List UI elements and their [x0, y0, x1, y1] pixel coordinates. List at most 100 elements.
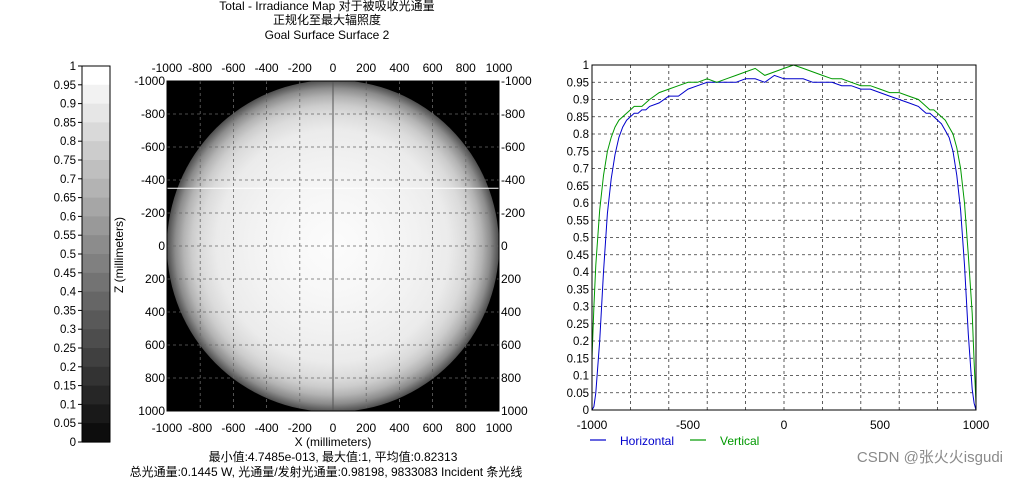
colorbar-tick-label: 0.4 — [60, 287, 77, 299]
stats-line-total-flux: 总光通量:0.1445 W, 光通量/发射光通量:0.98198, 983308… — [130, 464, 523, 478]
profile-y-tick-label: 0.6 — [573, 198, 589, 210]
map-x-tick-label-top: -600 — [221, 61, 245, 75]
map-x-tick-label-bottom: -200 — [288, 421, 312, 435]
profile-y-tick-label: 0.1 — [573, 371, 589, 383]
colorbar-step — [82, 216, 110, 236]
profile-y-tick-label: 0.5 — [573, 233, 589, 245]
colorbar-tick-label: 0.65 — [54, 193, 76, 205]
map-tick-labels: -1000-1000-800-800-600-600-400-400-200-2… — [134, 61, 532, 435]
colorbar-tick-label: 0.55 — [54, 230, 76, 242]
map-y-tick-label-left: -600 — [141, 140, 165, 154]
colorbar-step — [82, 197, 110, 217]
colorbar-tick-label: 0.35 — [54, 305, 76, 317]
profile-y-tick-label: 0.45 — [567, 250, 589, 262]
map-x-tick-label-bottom: 400 — [389, 421, 409, 435]
profile-x-tick-label: 1000 — [963, 418, 990, 432]
colorbar-step — [82, 366, 110, 387]
colorbar-step — [82, 310, 110, 330]
map-x-tick-label-top: 1000 — [486, 61, 513, 75]
colorbar-tick-label: 0.95 — [54, 80, 76, 92]
series-line-vertical — [591, 64, 977, 404]
profile-y-tick-label: 0.3 — [573, 302, 589, 314]
map-y-tick-label-left: -800 — [141, 107, 165, 121]
profile-legend: Horizontal Vertical — [590, 434, 759, 448]
map-x-tick-label-top: 0 — [330, 61, 337, 75]
colorbar-step — [82, 291, 110, 311]
colorbar-tick-label: 0.25 — [54, 343, 76, 355]
profile-frame — [591, 64, 977, 411]
map-y-tick-label-left: 600 — [145, 338, 165, 352]
map-y-tick-label-right: -1000 — [501, 74, 532, 88]
profile-y-tick-label: 0.2 — [573, 336, 589, 348]
colorbar-tick-label: 0.05 — [54, 418, 76, 430]
colorbar-steps: 1 0.95 0.9 0.85 0.8 0.75 0.7 0.65 0.6 0.55 0.5 0.45… — [54, 61, 111, 449]
figure-title: Total - Irradiance Map 对于被吸收光通量 — [219, 0, 434, 13]
figure-subtitle-surface: Goal Surface Surface 2 — [265, 28, 390, 42]
colorbar-tick-label: 0.7 — [60, 174, 76, 186]
map-x-tick-label-top: -400 — [255, 61, 279, 75]
profile-y-tick-label: 0.95 — [567, 77, 589, 89]
map-y-tick-label-right: 600 — [501, 338, 521, 352]
colorbar-tick-label: 1 — [70, 61, 76, 73]
map-frame — [166, 80, 500, 412]
colorbar-step — [82, 423, 110, 443]
colorbar-tick-label: 0.8 — [60, 136, 76, 148]
map-x-tick-label-bottom: -800 — [188, 421, 212, 435]
colorbar-step — [82, 122, 110, 142]
colorbar-tick-label: 0.2 — [60, 362, 76, 374]
colorbar-step — [82, 141, 110, 161]
profile-y-tick-label: 0.9 — [573, 95, 589, 107]
colorbar-step — [82, 160, 110, 180]
map-x-tick-label-bottom: 0 — [330, 421, 337, 435]
profile-y-tick-label: 0.65 — [567, 181, 589, 193]
profile-x-tick-label: 500 — [870, 418, 890, 432]
colorbar-step — [82, 178, 110, 199]
map-x-tick-label-top: -800 — [188, 61, 212, 75]
map-y-tick-label-right: -600 — [501, 140, 525, 154]
colorbar-tick-label: 0 — [70, 437, 76, 449]
map-x-tick-label-bottom: -600 — [221, 421, 245, 435]
profile-x-tick-label: -1000 — [577, 418, 608, 432]
legend-label-horizontal: Horizontal — [620, 434, 674, 448]
series-line-horizontal — [591, 74, 977, 411]
map-y-tick-label-right: -800 — [501, 107, 525, 121]
map-x-tick-label-bottom: 200 — [356, 421, 376, 435]
map-x-tick-label-bottom: -400 — [255, 421, 279, 435]
profile-y-tick-label: 0.8 — [573, 129, 589, 141]
watermark: CSDN @张火火isgudi — [857, 449, 1003, 466]
map-y-tick-label-left: -1000 — [134, 74, 165, 88]
map-y-tick-label-left: 400 — [145, 305, 165, 319]
map-y-tick-label-right: 800 — [501, 371, 521, 385]
colorbar-step — [82, 385, 110, 405]
profile-y-tick-label: 0 — [583, 405, 589, 417]
profile-y-tick-label: 0.15 — [567, 353, 589, 365]
colorbar-step — [82, 404, 110, 424]
profile-series — [591, 64, 977, 411]
colorbar-tick-label: 0.9 — [60, 99, 76, 111]
colorbar-step — [82, 235, 110, 255]
colorbar-tick-label: 0.75 — [54, 155, 76, 167]
colorbar-step — [82, 103, 110, 123]
colorbar-step — [82, 66, 110, 86]
colorbar-tick-label: 0.85 — [54, 117, 76, 129]
profile-y-tick-label: 0.85 — [567, 112, 589, 124]
map-x-tick-label-top: -1000 — [152, 61, 183, 75]
map-y-tick-label-left: -200 — [141, 206, 165, 220]
profile-y-tick-label: 0.7 — [573, 164, 589, 176]
profile-y-tick-label: 0.4 — [573, 267, 590, 279]
map-y-tick-label-left: 1000 — [138, 404, 165, 418]
profile-y-tick-label: 0.05 — [567, 388, 589, 400]
profile-y-tick-label: 0.55 — [567, 215, 589, 227]
map-y-tick-label-right: 400 — [501, 305, 521, 319]
map-y-tick-label-right: 1000 — [501, 404, 528, 418]
colorbar-step — [82, 329, 110, 349]
map-y-tick-label-right: -200 — [501, 206, 525, 220]
colorbar-tick-label: 0.45 — [54, 268, 76, 280]
map-x-tick-label-top: -200 — [288, 61, 312, 75]
map-y-tick-label-right: -400 — [501, 173, 525, 187]
colorbar-step — [82, 348, 110, 368]
map-x-tick-label-top: 800 — [456, 61, 476, 75]
map-x-tick-label-bottom: -1000 — [152, 421, 183, 435]
colorbar-tick-label: 0.3 — [60, 324, 76, 336]
